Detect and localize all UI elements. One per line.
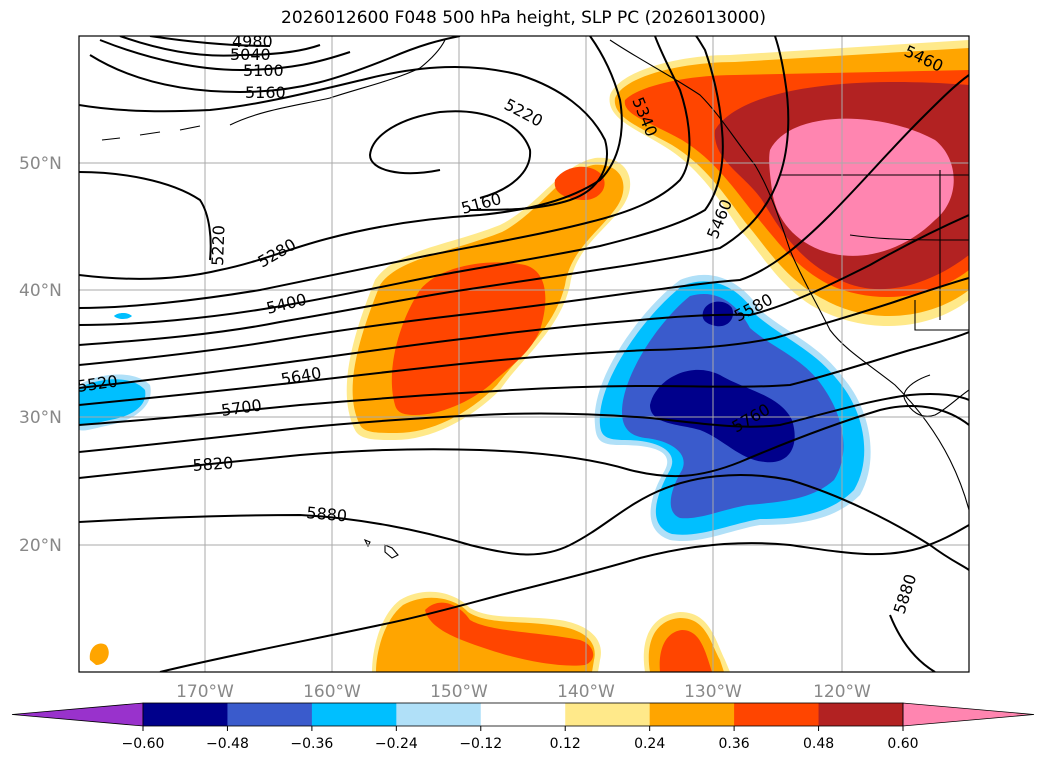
colorbar-tick-label: 0.24 (634, 736, 665, 752)
contour-label: 4980 (232, 32, 273, 51)
lon-label: 120°W (813, 682, 871, 702)
lat-label: 40°N (19, 281, 62, 301)
colorbar-tick-label: 0.48 (803, 736, 834, 752)
map-title: 2026012600 F048 500 hPa height, SLP PC (… (281, 8, 766, 28)
map-frame (78, 35, 970, 673)
contour-label: 5100 (243, 61, 284, 80)
colorbar-segment (480, 703, 566, 726)
colorbar-segment (311, 703, 397, 726)
colorbar-frame (142, 702, 904, 727)
lon-label: 130°W (684, 682, 742, 702)
latitude-labels: 50°N 40°N 30°N 20°N (19, 154, 62, 556)
colorbar-segment (818, 703, 904, 726)
lon-label: 170°W (176, 682, 234, 702)
lon-label: 160°W (303, 682, 361, 702)
colorbar-tick-label: −0.36 (290, 736, 333, 752)
contour-label: 5160 (245, 83, 286, 102)
positive-anomaly-south (89, 591, 730, 672)
colorbar-tick-label: 0.60 (887, 736, 918, 752)
height-contours (79, 36, 969, 672)
longitude-labels: 170°W 160°W 150°W 140°W 130°W 120°W (176, 682, 871, 702)
gridlines (79, 36, 969, 672)
colorbar-extend-low (11, 702, 144, 727)
contour-label: 5820 (192, 453, 234, 475)
colorbar-tick-label: −0.12 (459, 736, 502, 752)
contour-label: 5220 (208, 225, 228, 266)
lon-label: 150°W (430, 682, 488, 702)
colorbar: −0.60 −0.48 −0.36 −0.24 −0.12 0.12 0.24 0.36 0.4… (11, 702, 1035, 752)
colorbar-tick-label: 0.36 (719, 736, 750, 752)
colorbar-segment (227, 703, 313, 726)
colorbar-tick-label: −0.48 (206, 736, 249, 752)
contour-label: 5040 (230, 45, 271, 64)
lat-label: 50°N (19, 154, 62, 174)
colorbar-segment (565, 703, 651, 726)
colorbar-segment (649, 703, 735, 726)
coastlines (101, 39, 969, 559)
colorbar-tick-label: −0.24 (375, 736, 418, 752)
colorbar-segment (396, 703, 482, 726)
colorbar-tick-label: −0.60 (122, 736, 165, 752)
contour-label: 5880 (306, 503, 348, 525)
colorbar-segment (734, 703, 820, 726)
colorbar-tick-label: 0.12 (550, 736, 581, 752)
lat-label: 30°N (19, 408, 62, 428)
lon-label: 140°W (557, 682, 615, 702)
colorbar-extend-high (902, 702, 1035, 727)
lat-label: 20°N (19, 536, 62, 556)
colorbar-segment (143, 703, 228, 726)
map-area: 4980 5040 5100 5160 5220 5160 5220 5280 … (79, 32, 969, 672)
